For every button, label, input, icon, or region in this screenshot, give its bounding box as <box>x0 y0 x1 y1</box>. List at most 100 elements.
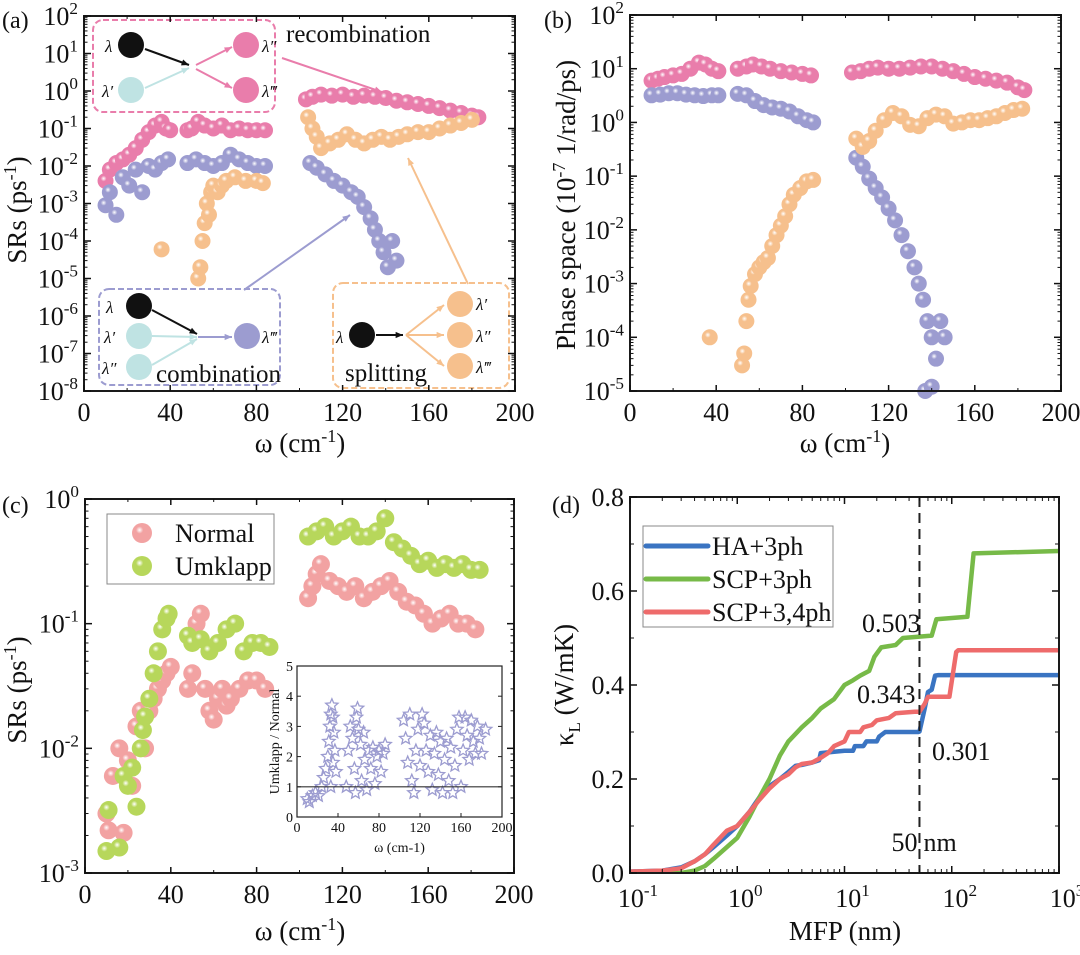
phonon-lambda-triple <box>447 353 473 379</box>
ratio-star-point <box>323 778 339 794</box>
ratio-star-point <box>324 697 340 712</box>
ratio-star-point <box>348 709 365 724</box>
y-tick-label: 0.6 <box>592 577 625 606</box>
combination-point <box>710 87 727 104</box>
combination-point <box>384 233 401 249</box>
x-tick-label: 0 <box>78 398 91 427</box>
panel-d-ticks: 10-1 100 101 102 103 0.0 0.2 0.4 0.6 0.8 <box>592 483 1080 913</box>
ratio-star-point <box>356 751 373 767</box>
phonon-lambda-prime <box>447 291 473 317</box>
phonon-lambda <box>349 322 375 348</box>
ratio-star-point <box>327 742 343 758</box>
panel-b-xlabel: ω (cm-1​) <box>800 426 891 458</box>
y-tick-label: 100 <box>43 74 78 106</box>
panel-a-label: (a) <box>2 8 29 34</box>
line-ha3ph <box>630 672 1059 873</box>
inset-y-tick-label: 2 <box>286 751 293 766</box>
combination-point <box>915 291 932 308</box>
panel-c-scatter <box>97 509 489 861</box>
ratio-star-point <box>377 736 393 752</box>
arrow-out-head <box>436 305 444 313</box>
phonon-lambda-triple <box>233 77 259 103</box>
combination-point <box>388 252 405 269</box>
umklapp-point <box>123 758 142 777</box>
splitting-point <box>1014 100 1031 117</box>
ratio-star-point <box>412 757 428 773</box>
y-tick-label: 100 <box>589 106 624 138</box>
ratio-star-point <box>352 736 369 752</box>
panel-a-ylabel: SRs (ps-1​) <box>0 156 32 263</box>
combination-point <box>928 350 945 367</box>
arrow-in <box>151 309 198 335</box>
combination-point <box>910 275 927 292</box>
splitting-pointer-head <box>408 158 414 166</box>
y-tick-label: 10-5 <box>38 262 78 294</box>
ratio-star-point <box>346 760 363 776</box>
phonon-lambda-prime <box>118 77 144 103</box>
ratio-star-point <box>453 778 469 794</box>
panel-a-process-diagrams: λλ′λ″λ‴recombinationλλ′λ″λ‴combinationλλ… <box>92 19 510 389</box>
combination-point <box>919 313 936 330</box>
ratio-star-point <box>322 706 339 721</box>
ratio-star-point <box>426 745 443 761</box>
ratio-star-point <box>315 769 332 785</box>
combination-point <box>887 212 904 229</box>
x-tick-label: 160 <box>409 880 448 909</box>
lambda-label: λ <box>104 37 112 56</box>
phonon-lambda-double <box>233 32 259 58</box>
y-tick-label: 102 <box>589 0 624 30</box>
line-scp3ph <box>630 548 1059 873</box>
umklapp-point <box>208 633 227 652</box>
splitting-point <box>867 122 884 139</box>
arrow-in-head <box>189 339 197 346</box>
line-scp34ph <box>630 647 1059 873</box>
combination-pointer <box>243 214 351 291</box>
x-tick-label: 200 <box>495 880 534 909</box>
ratio-star-point <box>325 709 341 724</box>
ratio-star-point <box>428 724 445 740</box>
y-tick-label: 10-3 <box>38 187 78 219</box>
legend-label-umklapp: Umklapp <box>175 552 272 581</box>
combination-point <box>854 158 871 175</box>
x-tick-label: 80 <box>243 398 269 427</box>
recombination-pointer-head <box>374 86 382 93</box>
x-tick-label: 40 <box>703 398 729 427</box>
legend-marker-normal <box>132 523 152 543</box>
ratio-star-point <box>463 712 479 727</box>
x-tick-label: 160 <box>955 398 994 427</box>
x-tick-label: 100 <box>728 881 763 913</box>
phonon-lambda-prime <box>126 323 152 349</box>
arrow-in-head <box>189 333 197 340</box>
panel-d-ylabel: κL (W/mK) <box>549 624 584 746</box>
panel-c: Normal Umklapp 0 1 2 3 4 5 0 40 80 120 160 200 ω (cm-… <box>0 482 534 946</box>
ratio-star-point <box>438 730 455 746</box>
normal-point <box>191 604 210 623</box>
inset-y-tick-label: 3 <box>286 720 293 735</box>
recombination-point <box>710 63 727 80</box>
lambda-double-label: λ″ <box>261 37 277 56</box>
legend-label: SCP+3ph <box>712 565 812 594</box>
ratio-star-point <box>436 751 453 767</box>
arrow-in <box>144 67 190 89</box>
normal-point <box>114 823 133 842</box>
arrow-out-head <box>224 333 232 341</box>
panel-c-inset: 0 1 2 3 4 5 0 40 80 120 160 200 ω (cm-1) Umklapp / No… <box>268 660 513 856</box>
y-tick-label: 10-2 <box>584 213 624 245</box>
ratio-star-point <box>326 724 342 740</box>
ratio-star-point <box>404 772 420 788</box>
ratio-star-point <box>455 742 471 758</box>
umklapp-point <box>133 721 152 740</box>
x-tick-label: 0 <box>624 398 637 427</box>
x-tick-label: 80 <box>789 398 815 427</box>
annotation-0343: 0.343 <box>857 680 916 709</box>
legend-marker-umklapp <box>132 556 152 576</box>
ratio-star-point <box>447 757 463 773</box>
splitting-point <box>153 241 170 258</box>
umklapp-point <box>148 642 167 661</box>
normal-point <box>161 657 180 676</box>
inset-ylabel: Umklapp / Normal <box>268 689 283 795</box>
combination-point <box>97 197 114 214</box>
ratio-star-point <box>399 754 416 770</box>
ratio-star-point <box>353 772 370 788</box>
ratio-star-point <box>328 763 344 779</box>
